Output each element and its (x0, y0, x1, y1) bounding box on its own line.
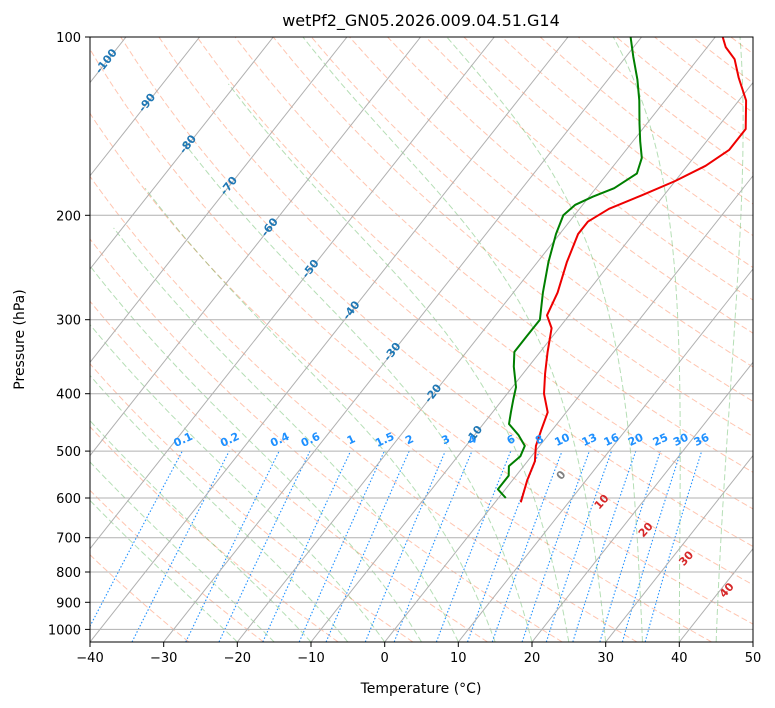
mixing-ratio-label: 36 (692, 431, 712, 449)
plot-frame (89, 36, 754, 643)
mixing-ratio-line (491, 450, 563, 642)
plot-area (90, 37, 753, 642)
dry-adiabat (234, 37, 753, 473)
y-tick-label: 100 (56, 31, 81, 46)
mixing-ratio-line (599, 450, 661, 642)
dry-adiabat (90, 426, 339, 642)
x-tick-label: 50 (745, 651, 762, 666)
mixing-ratio-line (298, 450, 385, 642)
moist-adiabat (90, 419, 312, 642)
mixing-ratio-label: 16 (602, 431, 622, 449)
y-tick-label: 800 (56, 566, 81, 581)
moist-adiabat (90, 499, 238, 642)
isotherm-gridline (90, 37, 421, 457)
dry-adiabat (90, 175, 638, 642)
y-tick-label: 500 (56, 445, 81, 460)
x-tick-label: 0 (381, 651, 389, 666)
mixing-ratio-label: 10 (553, 431, 573, 449)
x-axis-label: Temperature (°C) (360, 681, 482, 697)
mixing-ratio-label: 30 (671, 431, 691, 449)
dry-adiabat (158, 37, 753, 548)
moist-adiabat (144, 187, 496, 642)
x-tick-label: 20 (524, 651, 541, 666)
mixing-ratio-line (545, 450, 613, 642)
dewpoint-profile (496, 37, 643, 499)
moist-adiabat (302, 37, 607, 642)
x-tick-label: −30 (150, 651, 177, 666)
mixing-ratio-line (466, 450, 540, 642)
mixing-ratio-line (621, 450, 682, 642)
mixing-ratio-line (435, 450, 512, 642)
x-axis: −40 −30 −20 −10 0 10 20 30 40 50 (76, 642, 761, 666)
isotherm-gridline (90, 37, 200, 177)
dry-adiabat (90, 112, 712, 642)
moist-adiabat (90, 461, 275, 642)
mixing-ratio-label: 25 (651, 431, 670, 449)
isotherm-gridline (752, 641, 753, 642)
isotherm-gridline (90, 37, 569, 642)
isotherm-gridline (531, 361, 753, 642)
dry-adiabat (90, 300, 488, 642)
moist-adiabat (113, 227, 459, 642)
moist-adiabat (90, 323, 386, 642)
dry-adiabat (196, 37, 753, 510)
y-axis-label: Pressure (hPa) (12, 289, 28, 389)
y-tick-label: 700 (56, 532, 81, 547)
isotherm-gridline (163, 37, 642, 642)
isotherm-gridline (384, 174, 753, 642)
mixing-ratio-line (218, 450, 311, 642)
profiles (496, 37, 748, 503)
mixing-ratio-line (572, 450, 637, 642)
y-tick-label: 1000 (48, 623, 81, 638)
dry-adiabat (120, 37, 753, 586)
dry-adiabat (90, 238, 563, 642)
x-tick-label: 10 (450, 651, 467, 666)
isotherm-gridline (236, 37, 716, 642)
dry-adiabat (272, 37, 753, 438)
x-tick-label: 40 (671, 651, 688, 666)
moist-adiabat (90, 374, 349, 642)
line-labels: -100-90-80-70-60-50-40-30-20-100.1 0.2 0.4… (93, 46, 737, 600)
dry-adiabat (425, 37, 753, 301)
moist-adiabat (446, 37, 643, 642)
mixing-ratio-label: 20 (626, 431, 646, 449)
y-tick-label: 300 (56, 314, 81, 329)
dry-adiabat (90, 48, 753, 625)
chart-title: wetPf2_GN05.2026.009.04.51.G14 (282, 11, 560, 31)
isotherm-gridline (90, 37, 495, 550)
isotherm-gridline (90, 37, 348, 364)
isotherm-gridline (90, 37, 274, 270)
x-tick-label: −10 (297, 651, 324, 666)
y-tick-label: 200 (56, 209, 81, 224)
mixing-ratio-line (325, 450, 410, 642)
isotherm-gridline (605, 454, 753, 642)
mixing-ratio-line (521, 450, 590, 642)
y-tick-label: 900 (56, 596, 81, 611)
x-tick-label: −40 (76, 651, 103, 666)
y-tick-label: 600 (56, 492, 81, 507)
mixing-ratio-label: 13 (580, 431, 599, 449)
x-tick-label: −20 (224, 651, 251, 666)
dry-adiabat (90, 489, 264, 642)
moist-adiabat (228, 83, 570, 642)
mixing-ratio-line (262, 450, 352, 642)
mixing-ratio-line (90, 450, 183, 628)
moist-adiabat (90, 265, 422, 642)
grid (90, 37, 753, 642)
moist-adiabat (612, 37, 681, 642)
isotherm-gridline (457, 268, 753, 642)
dry-adiabat (349, 37, 753, 368)
dry-adiabat (90, 554, 190, 642)
y-axis: 100 200 300 400 500 600 700 800 900 1000 (48, 31, 90, 638)
temperature-profile (519, 37, 748, 503)
x-tick-label: 30 (597, 651, 614, 666)
moist-adiabat (715, 37, 744, 642)
y-tick-label: 400 (56, 388, 81, 403)
mixing-ratio-line (364, 450, 446, 642)
